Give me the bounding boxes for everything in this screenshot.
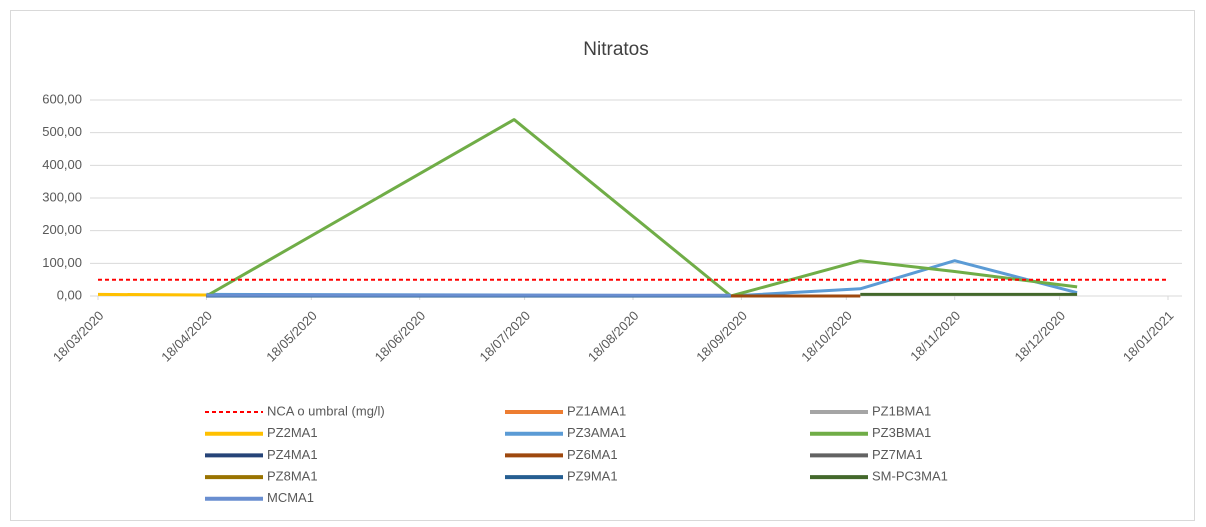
legend-label: PZ8MA1 [267, 469, 318, 484]
y-tick-label: 100,00 [42, 255, 82, 270]
y-tick-label: 200,00 [42, 222, 82, 237]
y-tick-label: 0,00 [57, 287, 82, 302]
legend-label: PZ9MA1 [567, 469, 618, 484]
legend-label: PZ3AMA1 [567, 425, 626, 440]
chart-title: Nitratos [583, 39, 648, 60]
legend-label: PZ2MA1 [267, 425, 318, 440]
legend-label: PZ1BMA1 [872, 403, 931, 418]
series-line [97, 292, 207, 297]
legend-label: PZ1AMA1 [567, 403, 626, 418]
legend-label: PZ6MA1 [567, 447, 618, 462]
y-tick-label: 400,00 [42, 157, 82, 172]
legend-label: PZ3BMA1 [872, 425, 931, 440]
legend-label: PZ7MA1 [872, 447, 923, 462]
y-tick-label: 500,00 [42, 124, 82, 139]
legend-label: NCA o umbral (mg/l) [267, 403, 385, 418]
series-line [205, 118, 1078, 298]
y-tick-label: 600,00 [42, 91, 82, 106]
legend-label: SM-PC3MA1 [872, 469, 948, 484]
legend-label: PZ4MA1 [267, 447, 318, 462]
y-tick-label: 300,00 [42, 189, 82, 204]
legend-label: MCMA1 [267, 490, 314, 505]
chart-frame [10, 10, 1195, 521]
